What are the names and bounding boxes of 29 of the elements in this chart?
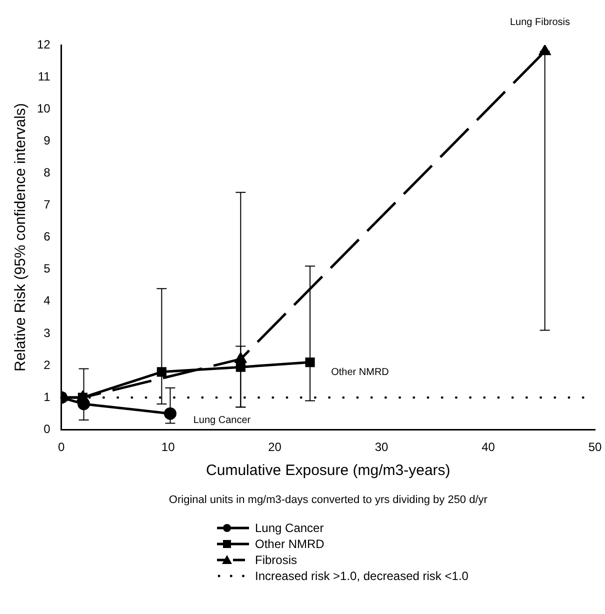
annotation: Lung Cancer bbox=[193, 414, 252, 426]
x-tick-label: 50 bbox=[588, 440, 602, 454]
x-tick-label: 0 bbox=[58, 440, 66, 454]
text: Lung Fibrosis bbox=[510, 16, 570, 28]
annotation: Other NMRD bbox=[331, 366, 389, 378]
y-tick-label: 0 bbox=[44, 422, 51, 436]
y-tick-label: 11 bbox=[38, 69, 51, 84]
x-tick-label: 20 bbox=[268, 440, 282, 454]
x-axis-title: Cumulative Exposure (mg/m3-years) bbox=[206, 462, 450, 480]
legend-label: Fibrosis bbox=[255, 552, 298, 568]
y-tick-label: 2 bbox=[44, 358, 51, 372]
y-tick-label: 6 bbox=[44, 230, 51, 244]
legend-label: Increased risk >1.0, decreased risk <1.0 bbox=[255, 568, 468, 584]
x-tick-label: 40 bbox=[482, 440, 496, 454]
text: Original units in mg/m3-days converted to yrs dividing by 250 d/yr bbox=[168, 494, 488, 506]
y-tick-label: 9 bbox=[44, 133, 51, 148]
y-tick-label: 7 bbox=[44, 198, 51, 212]
y-tick-label: 1 bbox=[44, 390, 51, 404]
legend-label: Other NMRD bbox=[255, 536, 324, 552]
y-tick-label: 10 bbox=[36, 101, 51, 116]
y-tick-label: 5 bbox=[44, 262, 51, 276]
legend-label: Lung Cancer bbox=[255, 520, 324, 536]
y-tick-label: 8 bbox=[44, 166, 51, 180]
x-tick-label: 10 bbox=[161, 440, 176, 454]
y-tick-label: 3 bbox=[44, 326, 51, 340]
y-tick-label: 4 bbox=[44, 294, 51, 308]
x-tick-label: 30 bbox=[374, 440, 389, 454]
y-tick-label: 12 bbox=[36, 37, 51, 52]
y-axis-title: Relative Risk (95% confidence intervals) bbox=[12, 103, 30, 372]
